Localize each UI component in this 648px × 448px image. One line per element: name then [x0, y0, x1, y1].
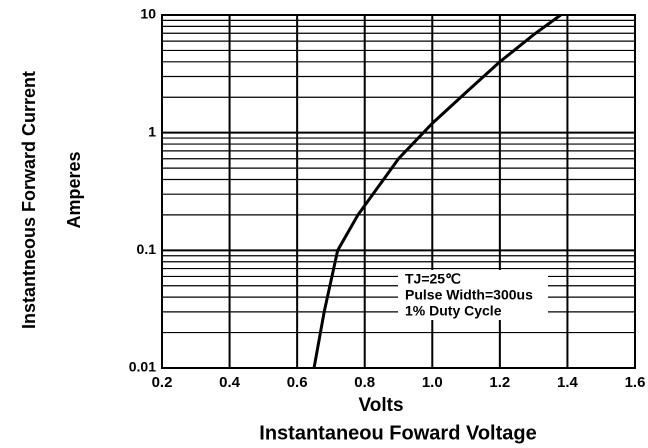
y-tick-label: 0.1	[137, 241, 157, 257]
x-tick-label: 0.8	[354, 374, 375, 391]
x-tick-label: 0.2	[152, 374, 173, 391]
x-axis-label: Instantaneou Foward Voltage	[259, 422, 536, 444]
annotation: Pulse Width=300us	[405, 287, 533, 303]
annotation: TJ=25℃	[405, 271, 461, 287]
x-tick-label: 1.4	[557, 374, 579, 391]
x-axis-label: Volts	[358, 395, 403, 416]
x-tick-label: 1.0	[422, 374, 443, 391]
y-tick-label: 0.01	[129, 359, 156, 375]
y-axis-label: Instantneous Forward Current	[19, 71, 39, 329]
x-tick-label: 0.4	[219, 374, 241, 391]
x-tick-label: 1.6	[625, 374, 646, 391]
x-tick-label: 1.2	[489, 374, 510, 391]
curve	[312, 13, 562, 369]
x-tick-label: 0.6	[287, 374, 308, 391]
y-axis-label: Amperes	[64, 151, 84, 228]
y-tick-label: 1	[148, 123, 156, 139]
annotation: 1% Duty Cycle	[405, 303, 502, 319]
annotation-box	[398, 270, 548, 320]
y-tick-label: 10	[140, 6, 156, 22]
plot-frame	[161, 14, 636, 369]
